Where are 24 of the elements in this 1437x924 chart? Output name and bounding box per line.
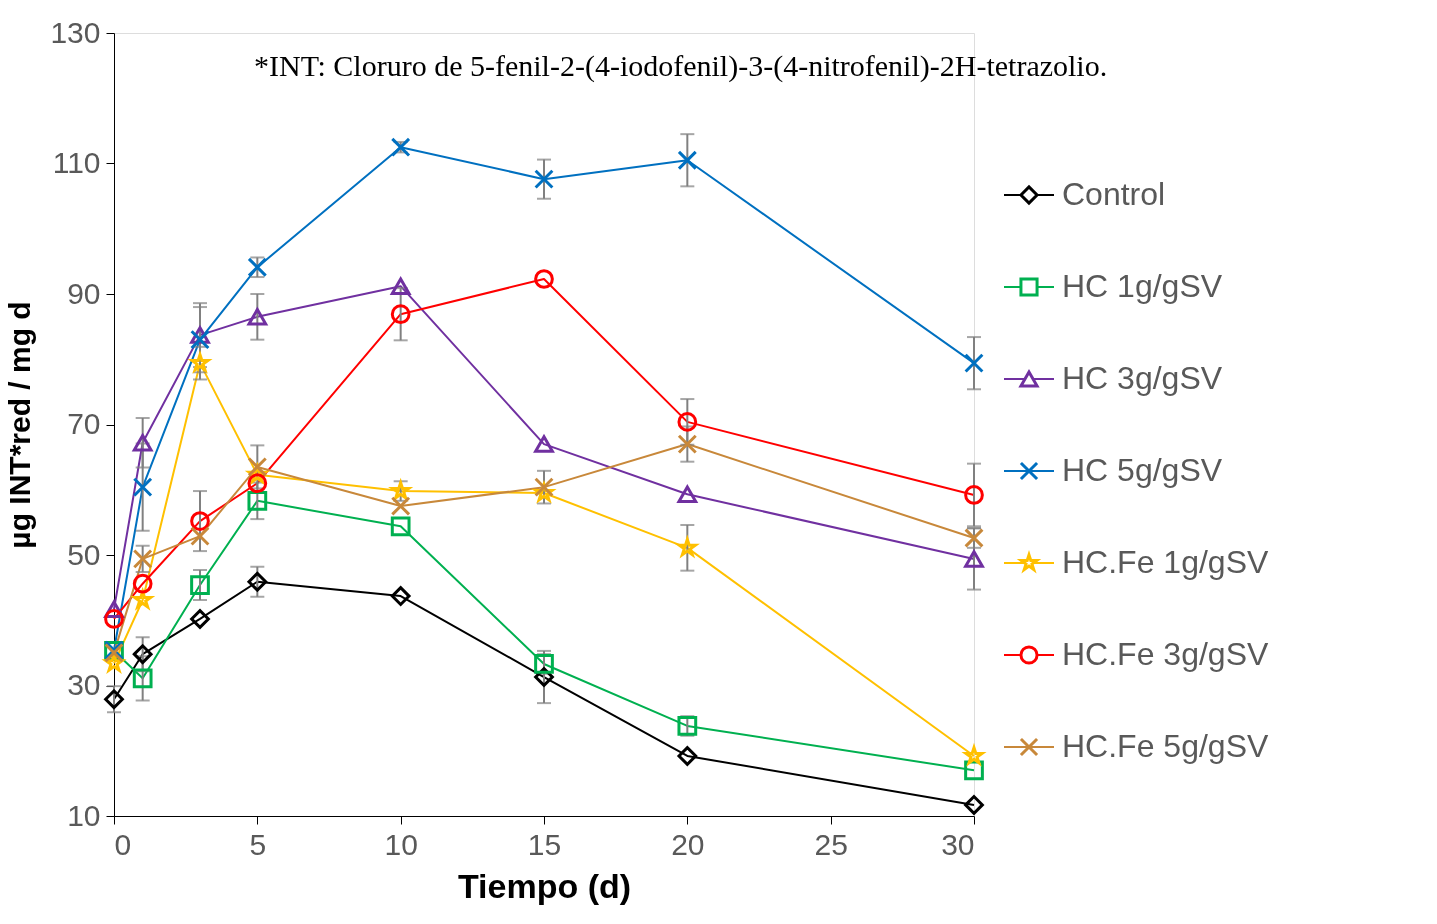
y-tick-label: 70: [67, 407, 101, 440]
x-tick-label: 0: [114, 827, 132, 861]
legend-label: Control: [1062, 176, 1166, 212]
x-tick-label: 10: [384, 827, 418, 861]
x-tick-label: 25: [814, 827, 848, 861]
y-tick-label: 10: [67, 798, 101, 832]
legend-label: HC.Fe 5g/gSV: [1062, 728, 1269, 764]
x-tick-label: 30: [941, 827, 975, 861]
y-axis-title: µg INT*red / mg d: [3, 301, 37, 549]
legend-label: HC 1g/gSV: [1062, 268, 1223, 304]
annotation: *INT: Cloruro de 5-fenil-2-(4-iodofenil)-3-(4-nitrofenil)-2H-tetrazolio.: [254, 49, 1108, 83]
x-tick-label: 15: [527, 827, 562, 861]
y-tick-label: 90: [67, 276, 101, 310]
x-tick-label: 5: [249, 827, 267, 861]
x-tick-label: 20: [671, 827, 705, 861]
legend-label: HC.Fe 1g/gSV: [1062, 544, 1269, 580]
y-tick-label: 50: [67, 537, 101, 571]
legend-label: HC 5g/gSV: [1062, 452, 1223, 488]
y-tick-label: 130: [50, 15, 101, 49]
legend-label: HC 3g/gSV: [1062, 360, 1223, 396]
x-axis-title: Tiempo (d): [457, 866, 632, 905]
legend-label: HC.Fe 3g/gSV: [1062, 636, 1269, 672]
y-tick-label: 110: [52, 146, 101, 179]
y-tick-label: 30: [67, 668, 101, 701]
